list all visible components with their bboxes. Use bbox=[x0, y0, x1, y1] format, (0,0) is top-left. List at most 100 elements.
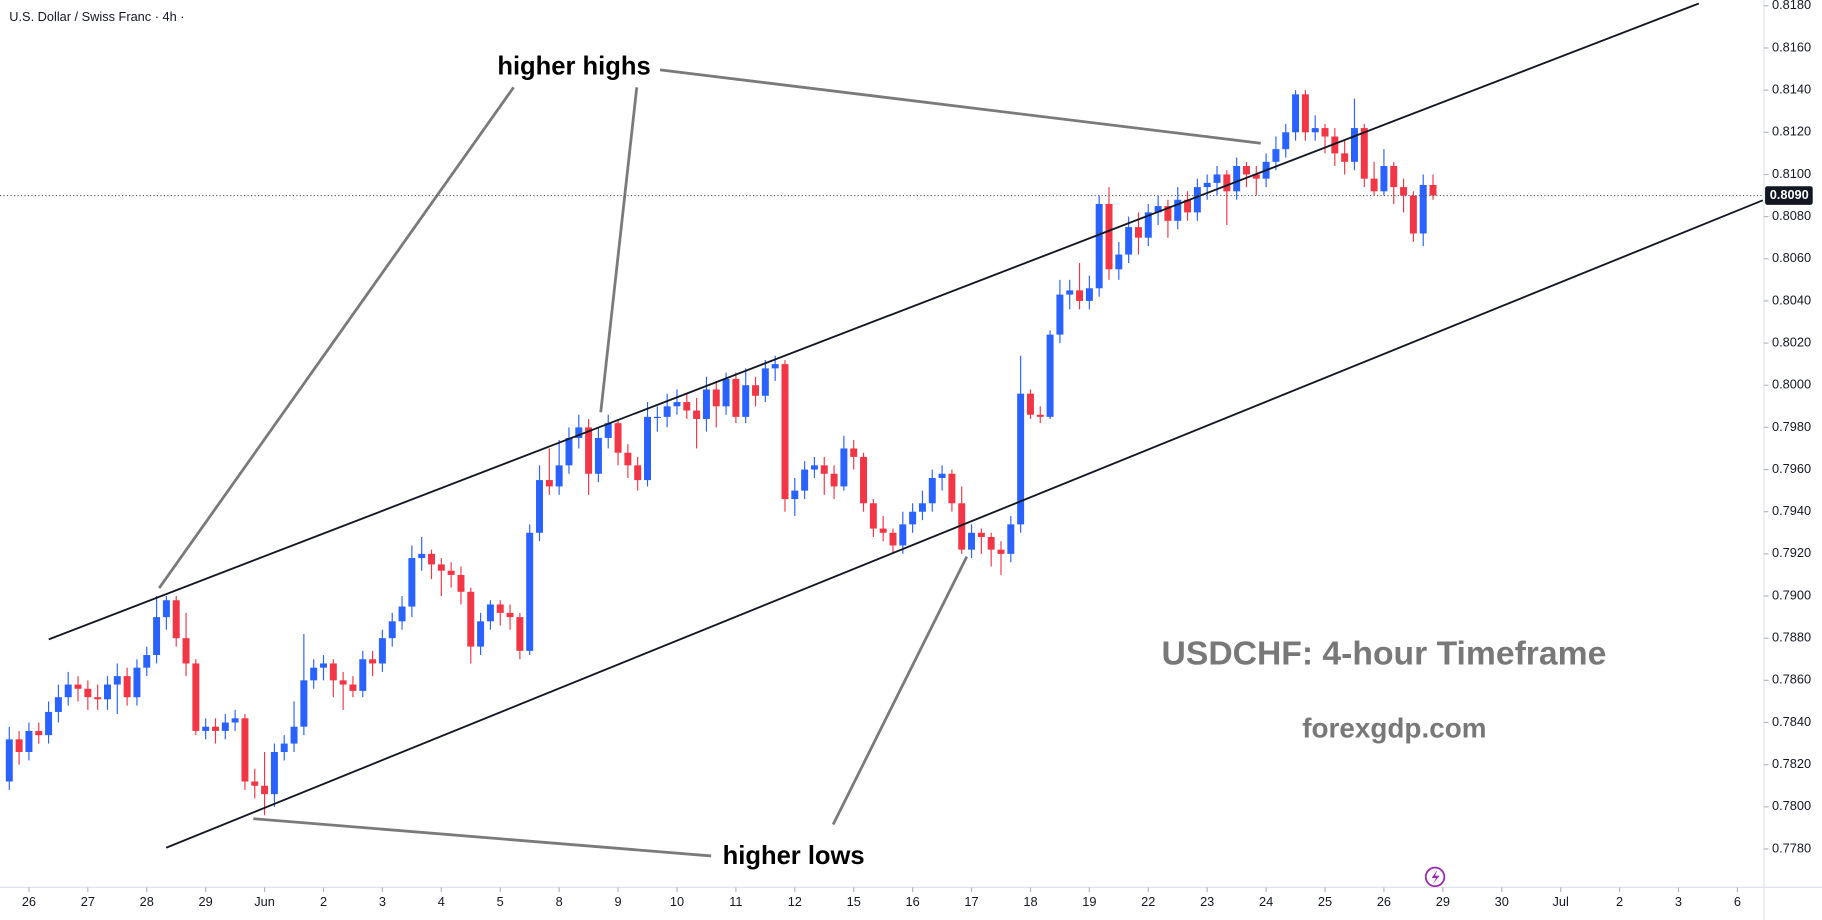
candle-body bbox=[771, 364, 779, 369]
x-tick-label: 2 bbox=[320, 894, 327, 909]
x-tick-label: 9 bbox=[615, 894, 622, 909]
candle-body bbox=[1076, 290, 1084, 301]
candle-body bbox=[94, 697, 102, 700]
candle-body bbox=[1036, 414, 1044, 417]
candle-body bbox=[349, 684, 357, 691]
candle-body bbox=[231, 718, 239, 723]
candle-body bbox=[506, 612, 514, 618]
candle-body bbox=[1409, 195, 1417, 234]
candle-body bbox=[653, 416, 661, 419]
candle-body bbox=[290, 726, 298, 744]
pointer bbox=[599, 87, 639, 413]
icon-bolt[interactable] bbox=[1431, 869, 1440, 884]
y-tick-label: 0.7840 bbox=[1772, 714, 1811, 729]
candle-body bbox=[624, 452, 632, 466]
candle-body bbox=[212, 726, 219, 731]
candle-body bbox=[280, 743, 288, 753]
candle-body bbox=[1252, 174, 1260, 179]
candle-body bbox=[5, 739, 13, 782]
upper-channel-line bbox=[48, 2, 1700, 641]
annotation: higher lows bbox=[723, 842, 865, 870]
x-tick-label: 8 bbox=[556, 894, 563, 909]
y-tick-label: 0.8160 bbox=[1772, 39, 1811, 54]
lightning-icon[interactable] bbox=[1424, 866, 1446, 888]
x-tick-label: 25 bbox=[1318, 894, 1332, 909]
candle-body bbox=[673, 402, 681, 407]
candle-body bbox=[918, 503, 926, 512]
candle-body bbox=[398, 606, 406, 622]
candle-body bbox=[270, 752, 278, 795]
x-tick-label: 24 bbox=[1259, 894, 1273, 909]
y-tick-label: 0.7960 bbox=[1772, 461, 1811, 476]
candle-body bbox=[987, 537, 995, 550]
candle-body bbox=[801, 469, 809, 491]
x-tick-label: 10 bbox=[670, 894, 684, 909]
candle-body bbox=[221, 722, 229, 731]
candle-body bbox=[1429, 184, 1437, 196]
candle-body bbox=[378, 638, 386, 664]
candle-body bbox=[339, 680, 347, 685]
candle-body bbox=[1046, 334, 1054, 417]
candle-body bbox=[329, 663, 337, 681]
x-tick-label: 29 bbox=[1436, 894, 1450, 909]
candle-body bbox=[869, 503, 877, 529]
candle-body bbox=[1154, 206, 1162, 213]
candle-body bbox=[428, 553, 435, 565]
candle-body bbox=[74, 684, 82, 689]
x-tick-label: 30 bbox=[1495, 894, 1509, 909]
candle-body bbox=[899, 524, 907, 546]
candle-body bbox=[1184, 199, 1192, 213]
candle-body bbox=[977, 532, 985, 538]
y-tick-label: 0.7780 bbox=[1772, 840, 1811, 855]
candle-body bbox=[879, 528, 887, 533]
candle-body bbox=[1390, 166, 1398, 188]
candle-body bbox=[575, 427, 583, 438]
candle-body bbox=[388, 621, 396, 639]
last-price-tag bbox=[1765, 186, 1813, 205]
candle-body bbox=[1350, 128, 1358, 162]
candle-body bbox=[968, 532, 976, 550]
candle-body bbox=[369, 659, 377, 664]
candle-body bbox=[1292, 94, 1300, 133]
x-tick-label: 12 bbox=[788, 894, 802, 909]
candle-body bbox=[948, 473, 956, 504]
candle-body bbox=[634, 465, 642, 481]
x-tick-label: 26 bbox=[1377, 894, 1391, 909]
y-tick-label: 0.8100 bbox=[1772, 166, 1811, 181]
watermark-title: USDCHF: 4-hour Timeframe bbox=[1162, 635, 1607, 673]
candle-body bbox=[516, 617, 524, 651]
lower-channel-line bbox=[165, 199, 1764, 849]
candle-body bbox=[1272, 149, 1280, 162]
candle-body bbox=[1370, 178, 1378, 192]
candle-body bbox=[1203, 182, 1211, 188]
candle-body bbox=[261, 785, 269, 795]
candle-body bbox=[15, 739, 23, 753]
x-tick-label: 3 bbox=[379, 894, 386, 909]
candle-body bbox=[594, 437, 602, 474]
candle-body bbox=[133, 667, 141, 698]
candle-body bbox=[1144, 212, 1152, 238]
candle-body bbox=[1301, 94, 1309, 133]
y-tick-label: 0.8180 bbox=[1772, 0, 1811, 12]
candle-body bbox=[840, 448, 848, 487]
candle-body bbox=[820, 465, 828, 474]
x-tick-label: 29 bbox=[199, 894, 213, 909]
candles bbox=[5, 90, 1437, 816]
y-tick-label: 0.8080 bbox=[1772, 208, 1811, 223]
candle-body bbox=[1134, 227, 1142, 238]
pointer bbox=[659, 68, 1261, 145]
x-tick-label: 23 bbox=[1200, 894, 1214, 909]
candle-body bbox=[477, 621, 485, 647]
candle-body bbox=[693, 410, 701, 419]
candle-body bbox=[909, 511, 917, 525]
candle-body bbox=[1193, 187, 1201, 213]
x-tick-label: 5 bbox=[497, 894, 504, 909]
candle-body bbox=[486, 604, 494, 622]
candle-body bbox=[1174, 199, 1182, 221]
candle-body bbox=[447, 570, 455, 575]
candle-body bbox=[702, 389, 710, 419]
x-tick-label: Jun bbox=[254, 894, 275, 909]
candle-body bbox=[418, 553, 426, 559]
